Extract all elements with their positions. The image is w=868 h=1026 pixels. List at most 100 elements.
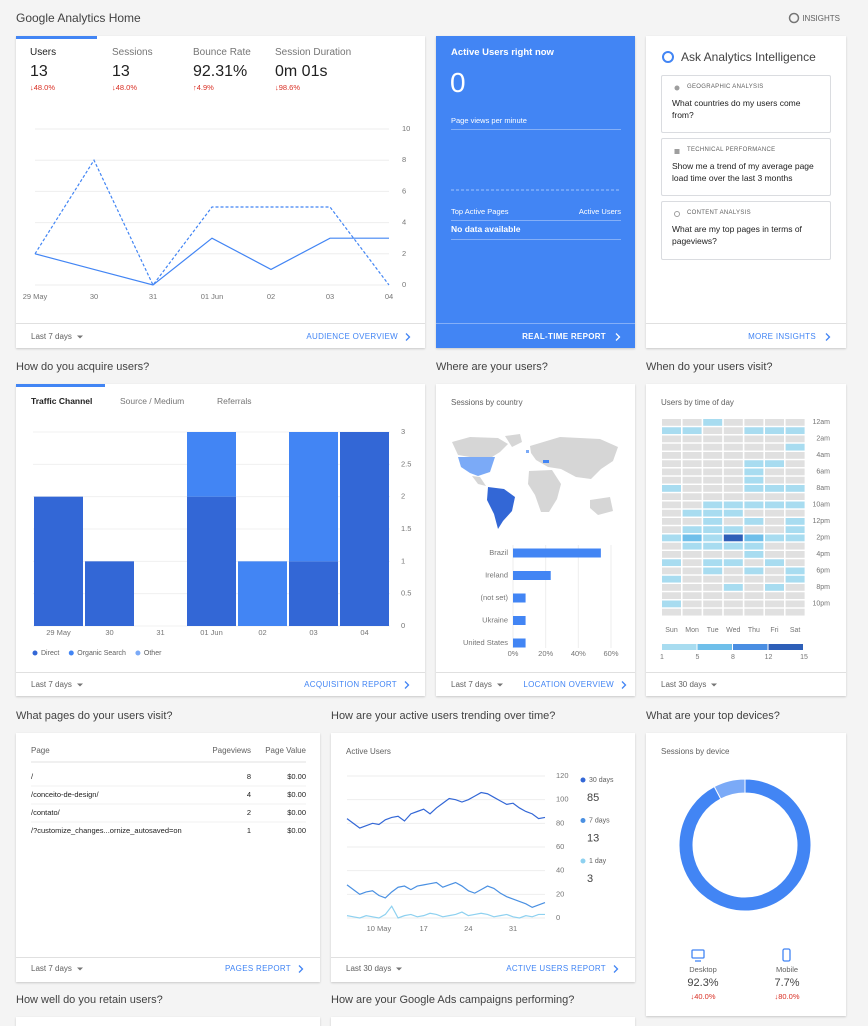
empty-message: No data available xyxy=(451,224,521,234)
insight-card[interactable] xyxy=(661,201,831,260)
divider xyxy=(451,129,621,130)
device-change: ↓40.0% xyxy=(690,992,716,1001)
date-range-selector[interactable]: Last 7 days xyxy=(31,332,72,341)
insights-button[interactable]: INSIGHTS xyxy=(802,14,840,23)
table-cell: $0.00 xyxy=(287,808,306,817)
date-range-selector[interactable]: Last 30 days xyxy=(346,964,392,973)
report-link[interactable]: AUDIENCE OVERVIEW xyxy=(306,332,398,341)
report-link[interactable]: ACTIVE USERS REPORT xyxy=(506,964,606,973)
metric-tab-label[interactable]: Session Duration xyxy=(275,47,352,58)
table-header: Top Active Pages xyxy=(451,207,509,216)
divider xyxy=(16,672,425,673)
table-cell: $0.00 xyxy=(287,790,306,799)
intelligence-title: Ask Analytics Intelligence xyxy=(681,50,816,64)
divider xyxy=(16,957,320,958)
location-card xyxy=(436,384,635,696)
divider xyxy=(646,323,846,324)
section-heading: How well do you retain users? xyxy=(16,994,163,1006)
report-link[interactable]: PAGES REPORT xyxy=(225,964,291,973)
realtime-title: Active Users right now xyxy=(451,47,554,58)
metric-change: ↓48.0% xyxy=(30,83,56,92)
table-cell: $0.00 xyxy=(287,826,306,835)
table-cell: Page Value xyxy=(265,746,306,755)
metric-value: 0m 01s xyxy=(275,63,328,80)
divider xyxy=(451,239,621,240)
metric-change: ↑4.9% xyxy=(193,83,214,92)
realtime-value: 0 xyxy=(450,67,466,98)
metric-change: ↓98.6% xyxy=(275,83,301,92)
device-value: 92.3% xyxy=(687,977,719,989)
report-link[interactable]: LOCATION OVERVIEW xyxy=(523,680,614,689)
date-range-selector[interactable]: Last 7 days xyxy=(31,964,72,973)
tab[interactable]: Traffic Channel xyxy=(31,396,93,406)
insight-category: GEOGRAPHIC ANALYSIS xyxy=(687,84,764,90)
metric-value: 13 xyxy=(112,63,130,80)
trend-card xyxy=(331,733,635,982)
retention-card xyxy=(16,1017,320,1026)
divider xyxy=(436,672,635,673)
device-label: Mobile xyxy=(775,965,799,974)
section-heading: How are your Google Ads campaigns perfor… xyxy=(331,994,575,1006)
table-cell: 4 xyxy=(246,790,251,799)
table-cell: /contato/ xyxy=(31,808,60,817)
realtime-card xyxy=(436,36,635,348)
chart-title: Sessions by country xyxy=(451,398,523,407)
devices-card xyxy=(646,733,846,1016)
tab[interactable]: Referrals xyxy=(217,396,252,406)
metric-tab-label[interactable]: Sessions xyxy=(112,47,153,58)
section-heading: When do your users visit? xyxy=(646,361,773,373)
date-range-selector[interactable]: Last 7 days xyxy=(31,680,72,689)
metric-value: 13 xyxy=(30,63,48,80)
device-label: Desktop xyxy=(689,965,717,974)
metric-tab-label[interactable]: Bounce Rate xyxy=(193,47,251,58)
active-tab-indicator xyxy=(16,36,97,39)
audience-card xyxy=(16,36,425,348)
report-link[interactable]: MORE INSIGHTS xyxy=(748,332,816,341)
section-heading: How do you acquire users? xyxy=(16,361,150,373)
table-cell: Pageviews xyxy=(212,746,251,755)
divider xyxy=(331,957,635,958)
table-cell: / xyxy=(31,772,34,781)
pages-card xyxy=(16,733,320,982)
insight-question[interactable]: Show me a trend of my average page load … xyxy=(672,161,814,183)
table-cell: 1 xyxy=(246,826,251,835)
insights-icon xyxy=(788,12,800,24)
metric-change: ↓48.0% xyxy=(112,83,138,92)
metric-value: 92.31% xyxy=(193,63,248,80)
device-change: ↓80.0% xyxy=(774,992,800,1001)
insight-question[interactable]: What countries do my users come from? xyxy=(672,98,801,120)
insight-card[interactable] xyxy=(661,75,831,133)
metric-tab-label[interactable]: Users xyxy=(30,47,57,58)
date-range-selector[interactable]: Last 7 days xyxy=(451,680,492,689)
insight-card[interactable] xyxy=(661,138,831,196)
page-title: Google Analytics Home xyxy=(16,11,141,25)
chart-title: Active Users xyxy=(346,747,391,756)
divider xyxy=(16,323,425,324)
section-heading: What are your top devices? xyxy=(646,710,780,722)
insight-category: TECHNICAL PERFORMANCE xyxy=(687,147,776,153)
time-card xyxy=(646,384,846,696)
divider xyxy=(646,672,846,673)
table-cell: 8 xyxy=(246,772,251,781)
chart-title: Sessions by device xyxy=(661,747,730,756)
section-heading: Where are your users? xyxy=(436,361,548,373)
acquisition-card xyxy=(16,384,425,696)
section-heading: How are your active users trending over … xyxy=(331,710,556,722)
insight-question[interactable]: What are my top pages in terms of pagevi… xyxy=(672,224,802,246)
divider xyxy=(451,220,621,221)
table-header: Active Users xyxy=(578,207,621,216)
table-cell: $0.00 xyxy=(287,772,306,781)
table-cell: /conceito-de-design/ xyxy=(31,790,99,799)
table-cell: Page xyxy=(31,746,50,755)
table-cell: 2 xyxy=(246,808,251,817)
active-tab-indicator xyxy=(16,384,105,387)
report-link[interactable]: ACQUISITION REPORT xyxy=(304,680,397,689)
table-cell: /?customize_changes...ornize_autosaved=o… xyxy=(31,826,182,835)
realtime-subtitle: Page views per minute xyxy=(451,116,527,125)
report-link[interactable]: REAL-TIME REPORT xyxy=(522,332,606,341)
divider xyxy=(436,323,635,324)
tab[interactable]: Source / Medium xyxy=(120,396,185,406)
date-range-selector[interactable]: Last 30 days xyxy=(661,680,707,689)
ads-card xyxy=(331,1017,635,1026)
